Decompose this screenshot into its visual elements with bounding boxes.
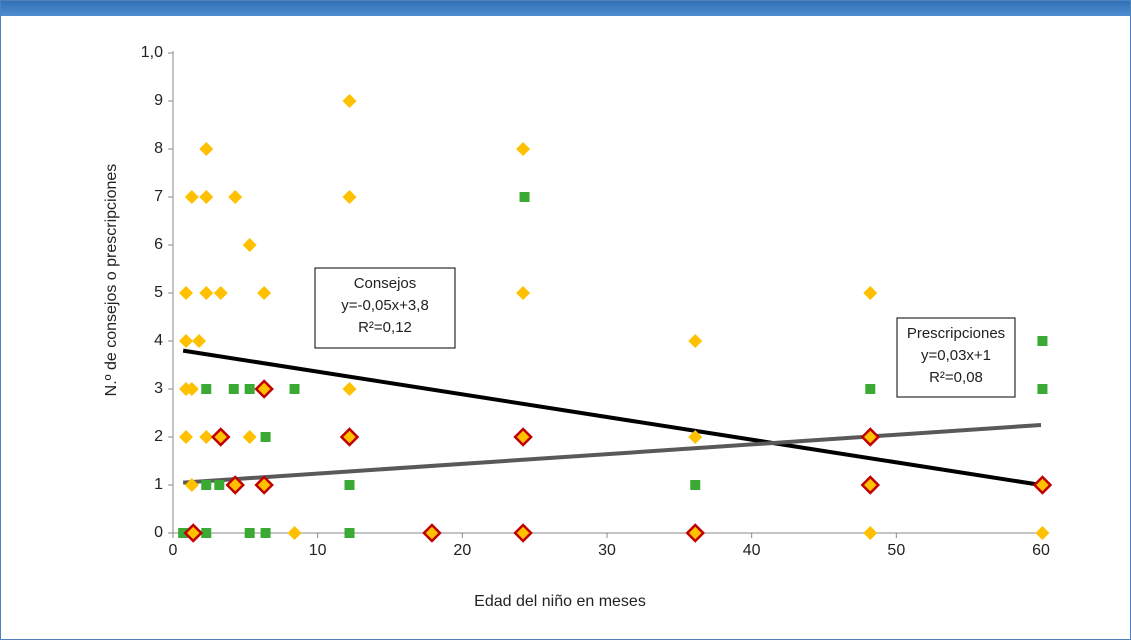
point xyxy=(257,286,272,300)
point xyxy=(342,382,357,396)
point xyxy=(865,384,876,394)
point xyxy=(863,286,878,300)
point xyxy=(289,384,300,394)
point xyxy=(516,142,531,156)
point xyxy=(342,94,357,108)
annotation-text: R²=0,12 xyxy=(358,319,412,336)
point xyxy=(179,430,194,444)
point xyxy=(860,427,881,447)
annotation-text: y=-0,05x+3,8 xyxy=(341,297,429,314)
point xyxy=(228,384,239,394)
point xyxy=(260,528,271,538)
point xyxy=(422,523,442,543)
point xyxy=(1032,475,1053,495)
trendline xyxy=(182,423,1042,485)
x-tick-label: 30 xyxy=(598,542,616,559)
point xyxy=(199,286,214,300)
point xyxy=(184,190,199,204)
x-tick-label: 20 xyxy=(453,542,471,559)
x-tick-label: 60 xyxy=(1032,542,1050,559)
point xyxy=(863,526,878,540)
y-tick-label: 7 xyxy=(154,188,163,205)
point xyxy=(513,427,533,447)
header-bar xyxy=(0,0,1131,16)
point xyxy=(690,480,701,490)
point xyxy=(516,286,531,300)
y-tick-label: 9 xyxy=(154,92,163,109)
point xyxy=(344,480,355,490)
point xyxy=(688,430,703,444)
y-tick-label: 0 xyxy=(154,524,163,541)
point xyxy=(214,480,225,490)
point xyxy=(199,142,214,156)
point xyxy=(242,430,257,444)
annotation-box xyxy=(314,267,456,349)
y-tick-label: 2 xyxy=(154,428,163,445)
point xyxy=(199,190,214,204)
point xyxy=(254,379,274,399)
y-tick-label: 1 xyxy=(154,476,163,493)
point xyxy=(519,192,530,202)
y-tick-label: 8 xyxy=(154,140,163,157)
point xyxy=(339,427,360,447)
point xyxy=(183,523,204,543)
point xyxy=(287,526,302,540)
point xyxy=(201,528,212,538)
y-tick-label: 1,0 xyxy=(141,44,163,61)
trendline xyxy=(182,348,1042,487)
x-tick-label: 0 xyxy=(169,542,178,559)
point xyxy=(254,475,274,495)
y-tick-label: 4 xyxy=(154,332,163,349)
x-axis-label: Edad del niño en meses xyxy=(474,593,646,610)
point xyxy=(178,528,189,538)
point xyxy=(179,286,194,300)
point xyxy=(213,286,228,300)
x-tick-label: 50 xyxy=(887,542,905,559)
y-tick-label: 3 xyxy=(154,380,163,397)
point xyxy=(685,523,706,543)
point xyxy=(228,190,243,204)
y-tick-label: 5 xyxy=(154,284,163,301)
point xyxy=(225,475,245,495)
point xyxy=(1037,336,1048,346)
y-axis-label: N.º de consejos o prescripciones xyxy=(103,164,120,397)
point xyxy=(1035,526,1050,540)
point xyxy=(179,334,194,348)
annotation-text: Prescripciones xyxy=(907,325,1005,342)
point xyxy=(201,384,212,394)
point xyxy=(201,480,212,490)
annotation-text: Consejos xyxy=(354,275,417,292)
point xyxy=(199,430,214,444)
point xyxy=(244,528,255,538)
point xyxy=(244,384,255,394)
point xyxy=(1037,384,1048,394)
point xyxy=(688,334,703,348)
point xyxy=(860,475,881,495)
point xyxy=(342,190,357,204)
point xyxy=(184,478,199,492)
point xyxy=(260,432,271,442)
point xyxy=(192,334,207,348)
point xyxy=(210,427,231,447)
x-tick-label: 40 xyxy=(743,542,761,559)
annotation-text: y=0,03x+1 xyxy=(921,347,991,364)
annotation-box xyxy=(896,317,1016,398)
point xyxy=(184,382,199,396)
point xyxy=(242,238,257,252)
x-tick-label: 10 xyxy=(309,542,327,559)
y-tick-label: 6 xyxy=(154,236,163,253)
point xyxy=(513,523,533,543)
point xyxy=(344,528,355,538)
annotation-text: R²=0,08 xyxy=(929,369,983,386)
